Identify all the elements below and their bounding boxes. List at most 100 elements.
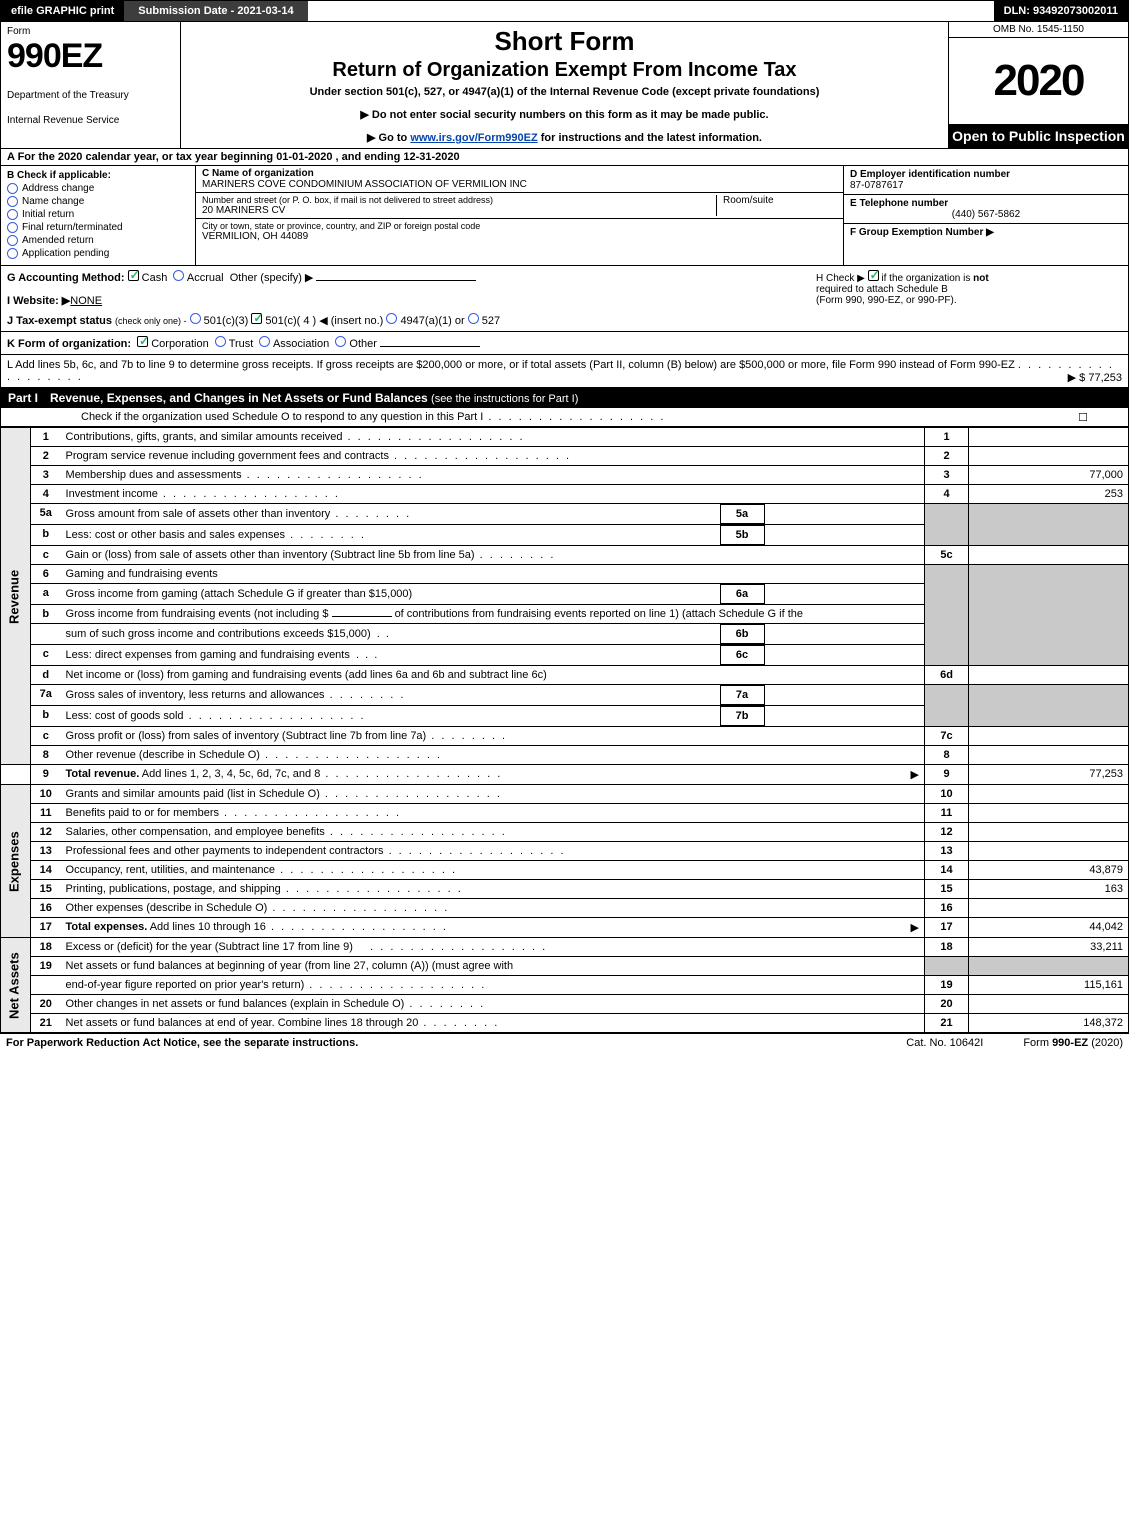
line-desc: Other revenue (describe in Schedule O) [66,749,260,761]
j-501c3: 501(c)(3) [204,315,249,327]
dots [304,979,486,991]
dots [404,998,485,1010]
table-row: Net Assets 18Excess or (deficit) for the… [1,938,1129,957]
table-row: 9Total revenue. Add lines 1, 2, 3, 4, 5c… [1,765,1129,785]
checkbox-cash-icon[interactable] [128,270,139,281]
table-row: 17Total expenses. Add lines 10 through 1… [1,918,1129,938]
h-text1: H Check ▶ [816,273,865,284]
line-value: 253 [969,485,1129,504]
section-b-title: B Check if applicable: [7,170,189,181]
chk-label: Name change [22,196,84,207]
table-row: end-of-year figure reported on prior yea… [1,976,1129,995]
dots [184,710,366,722]
h-text3: required to attach Schedule B [816,284,948,295]
checkbox-icon[interactable] [137,336,148,347]
return-title: Return of Organization Exempt From Incom… [189,59,940,82]
part1-title-paren: (see the instructions for Part I) [431,393,578,405]
h-not: not [973,273,989,284]
page-footer: For Paperwork Reduction Act Notice, see … [0,1033,1129,1052]
g-other: Other (specify) ▶ [230,272,314,284]
checkbox-icon[interactable] [386,313,397,324]
table-row: 3Membership dues and assessments377,000 [1,466,1129,485]
checkbox-icon[interactable] [251,313,262,324]
check-o-text: Check if the organization used Schedule … [81,411,483,423]
dots [325,826,507,838]
chk-address-change[interactable]: Address change [7,183,189,194]
table-row: 12Salaries, other compensation, and empl… [1,823,1129,842]
org-name-label: C Name of organization [202,168,837,179]
chk-final-return[interactable]: Final return/terminated [7,222,189,233]
open-to-public: Open to Public Inspection [949,124,1128,148]
line-value: 43,879 [969,861,1129,880]
line-desc: Investment income [66,488,158,500]
line-desc: Gross amount from sale of assets other t… [66,508,331,520]
part1-check-o: Check if the organization used Schedule … [0,408,1129,427]
line-desc: Less: cost or other basis and sales expe… [66,529,286,541]
checkbox-icon [7,196,18,207]
line-value: 163 [969,880,1129,899]
checkbox-icon[interactable] [259,336,270,347]
checkbox-icon [7,209,18,220]
irs-link[interactable]: www.irs.gov/Form990EZ [410,132,537,144]
checkbox-icon [7,248,18,259]
j-label: J Tax-exempt status [7,315,112,327]
dots [343,431,525,443]
chk-application-pending[interactable]: Application pending [7,248,189,259]
efile-label[interactable]: efile GRAPHIC print [1,1,124,21]
j-501c: 501(c)( 4 ) ◀ (insert no.) [265,315,383,327]
amount-input-line[interactable] [332,616,392,617]
form-title-block: Short Form Return of Organization Exempt… [181,22,948,148]
chk-label: Address change [22,183,94,194]
line-desc: Net assets or fund balances at end of ye… [66,1017,419,1029]
checkbox-icon [7,183,18,194]
dept-irs: Internal Revenue Service [7,115,174,126]
row-h: H Check ▶ if the organization is not req… [812,270,1122,327]
checkbox-icon[interactable] [335,336,346,347]
goto-post: for instructions and the latest informat… [538,132,762,144]
line-desc: Contributions, gifts, grants, and simila… [66,431,343,443]
dots [320,768,502,780]
chk-amended-return[interactable]: Amended return [7,235,189,246]
line-desc: Add lines 10 through 16 [147,921,266,933]
dln-label: DLN: 93492073002011 [994,1,1128,21]
dots [281,883,463,895]
line-desc: Other expenses (describe in Schedule O) [66,902,268,914]
checkbox-h-icon[interactable] [868,270,879,281]
tel-label: E Telephone number [850,198,1122,209]
g-cash: Cash [142,272,168,284]
other-input-line[interactable] [316,280,476,281]
footer-form-pre: Form [1023,1037,1052,1049]
section-c: C Name of organization MARINERS COVE CON… [196,166,843,265]
checkbox-icon[interactable] [190,313,201,324]
chk-initial-return[interactable]: Initial return [7,209,189,220]
chk-label: Application pending [22,248,109,259]
k-trust: Trust [229,338,254,350]
part1-title: Revenue, Expenses, and Changes in Net As… [50,391,578,405]
financial-table: Revenue 1Contributions, gifts, grants, a… [0,427,1129,1033]
table-row: 21Net assets or fund balances at end of … [1,1014,1129,1033]
no-ssn-notice: ▶ Do not enter social security numbers o… [189,108,940,121]
part1-title-bold: Revenue, Expenses, and Changes in Net As… [50,391,428,405]
line-desc-bold: Total revenue. [66,768,140,780]
chk-label: Amended return [22,235,94,246]
line-desc-bold: Total expenses. [66,921,148,933]
checkbox-icon[interactable] [215,336,226,347]
j-sub: (check only one) - [115,316,187,326]
chk-label: Final return/terminated [22,222,123,233]
g-accrual: Accrual [187,272,224,284]
line-desc: Salaries, other compensation, and employ… [66,826,325,838]
omb-number: OMB No. 1545-1150 [949,22,1128,38]
line-desc: Excess or (deficit) for the year (Subtra… [66,941,353,953]
table-row: dNet income or (loss) from gaming and fu… [1,666,1129,685]
check-o-box[interactable]: ☐ [1078,411,1088,424]
under-section: Under section 501(c), 527, or 4947(a)(1)… [189,86,940,98]
expenses-section-label: Expenses [1,785,31,938]
line-value: 77,253 [969,765,1129,785]
k-other-line[interactable] [380,346,480,347]
checkbox-accrual-icon[interactable] [173,270,184,281]
line-value: 115,161 [969,976,1129,995]
group-exemption-row: F Group Exemption Number ▶ [844,224,1128,265]
part1-header: Part I Revenue, Expenses, and Changes in… [0,388,1129,408]
checkbox-icon[interactable] [468,313,479,324]
chk-name-change[interactable]: Name change [7,196,189,207]
